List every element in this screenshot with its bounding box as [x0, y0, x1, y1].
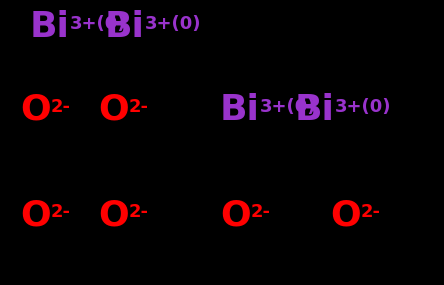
Text: 3+(0): 3+(0) [260, 98, 317, 116]
Text: 2-: 2- [129, 98, 149, 116]
Text: 2-: 2- [251, 203, 271, 221]
Text: O: O [330, 198, 361, 232]
Text: Bi: Bi [105, 10, 145, 44]
Text: 3+(0): 3+(0) [70, 15, 127, 33]
Text: O: O [20, 198, 51, 232]
Text: Bi: Bi [30, 10, 70, 44]
Text: O: O [98, 93, 129, 127]
Text: 2-: 2- [51, 203, 71, 221]
Text: 3+(0): 3+(0) [335, 98, 391, 116]
Text: O: O [98, 198, 129, 232]
Text: O: O [20, 93, 51, 127]
Text: Bi: Bi [220, 93, 260, 127]
Text: 2-: 2- [51, 98, 71, 116]
Text: 2-: 2- [129, 203, 149, 221]
Text: O: O [220, 198, 251, 232]
Text: 3+(0): 3+(0) [145, 15, 202, 33]
Text: Bi: Bi [295, 93, 335, 127]
Text: 2-: 2- [361, 203, 381, 221]
